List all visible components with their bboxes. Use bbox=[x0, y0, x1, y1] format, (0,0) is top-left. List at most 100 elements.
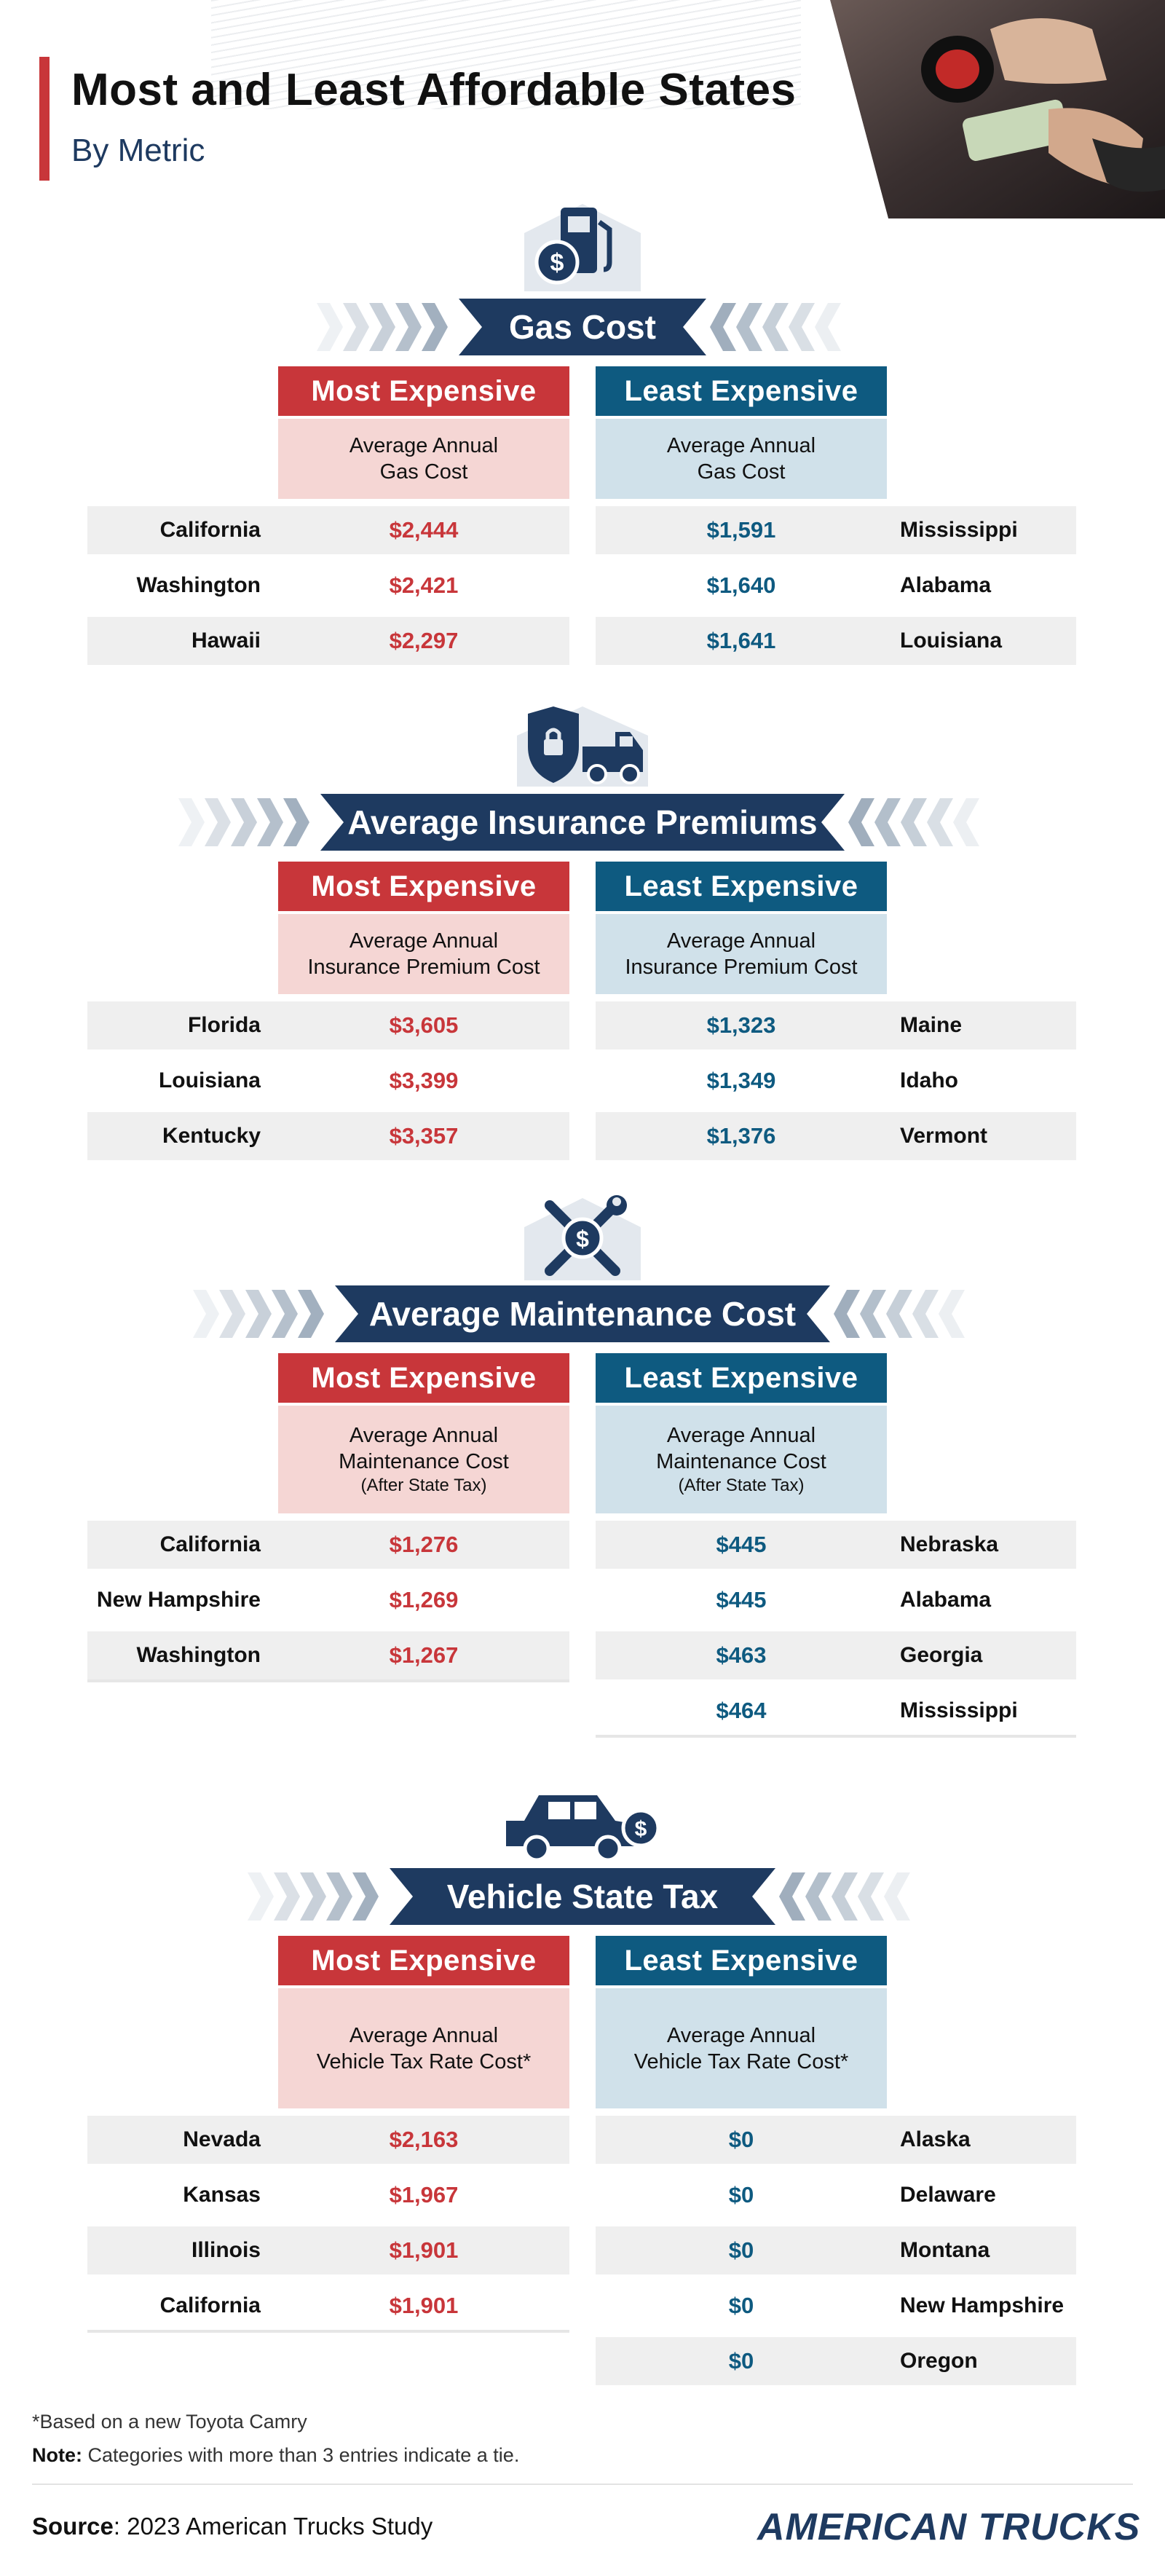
description-line: Average Annual bbox=[666, 434, 816, 457]
most-expensive-row bbox=[87, 2282, 569, 2333]
state-name: Nevada bbox=[183, 2127, 261, 2151]
state-name: Kansas bbox=[183, 2183, 261, 2207]
section-title-banner: Gas Cost bbox=[459, 299, 706, 355]
most-metric-description: Average Annual Insurance Premium Cost bbox=[278, 914, 569, 994]
state-name: Washington bbox=[136, 573, 261, 597]
most-expensive-header: Most Expensive bbox=[278, 366, 569, 416]
source-line: Source: 2023 American Trucks Study bbox=[32, 2513, 433, 2540]
cost-value: $3,399 bbox=[389, 1068, 459, 1093]
footer-divider bbox=[32, 2484, 1133, 2485]
least-expensive-header: Least Expensive bbox=[596, 1936, 887, 1985]
least-expensive-row bbox=[596, 506, 1076, 554]
cost-value: $445 bbox=[716, 1587, 767, 1612]
least-expensive-header: Least Expensive bbox=[596, 862, 887, 911]
header-decoration bbox=[211, 0, 866, 109]
most-metric-description: Average Annual Vehicle Tax Rate Cost* bbox=[278, 1988, 569, 2108]
state-name: New Hampshire bbox=[96, 1588, 261, 1612]
description-line: (After State Tax) bbox=[678, 1476, 805, 1495]
least-metric-description: Average Annual Insurance Premium Cost bbox=[596, 914, 887, 994]
cost-value: $445 bbox=[716, 1532, 767, 1557]
state-name: Washington bbox=[136, 1643, 261, 1667]
car-dollar-icon: $ bbox=[499, 1784, 666, 1868]
state-name: Oregon bbox=[900, 2349, 978, 2373]
source-label: Source bbox=[32, 2513, 114, 2540]
section-title-banner: Average Insurance Premiums bbox=[320, 794, 845, 851]
description-line: Average Annual bbox=[666, 2023, 816, 2047]
cost-value: $1,901 bbox=[389, 2293, 459, 2318]
description-line: (After State Tax) bbox=[360, 1476, 487, 1495]
most-metric-description: Average Annual Maintenance Cost (After Sta… bbox=[278, 1406, 569, 1513]
cost-value: $2,163 bbox=[389, 2127, 459, 2152]
least-metric-description: Average Annual Gas Cost bbox=[596, 419, 887, 499]
american-trucks-logo: AMERICAN TRUCKS bbox=[757, 2506, 1141, 2548]
least-expensive-row bbox=[596, 1001, 1076, 1049]
state-name: Alabama bbox=[900, 573, 992, 597]
most-metric-description: Average Annual Gas Cost bbox=[278, 419, 569, 499]
state-name: New Hampshire bbox=[900, 2293, 1065, 2317]
most-expensive-header: Most Expensive bbox=[278, 1936, 569, 1985]
description-line: Gas Cost bbox=[379, 460, 468, 484]
most-expensive-row bbox=[87, 1631, 569, 1682]
most-expensive-row bbox=[87, 1112, 569, 1160]
cost-value: $0 bbox=[728, 2293, 754, 2318]
cost-value: $0 bbox=[728, 2237, 754, 2263]
footnote: *Based on a new Toyota Camry bbox=[32, 2411, 307, 2433]
least-expensive-header: Least Expensive bbox=[596, 1353, 887, 1403]
cost-value: $2,297 bbox=[389, 628, 459, 653]
state-name: Montana bbox=[900, 2238, 990, 2262]
state-name: Hawaii bbox=[191, 629, 261, 653]
source-text: : 2023 American Trucks Study bbox=[113, 2513, 433, 2540]
chevrons-left bbox=[317, 303, 455, 351]
cost-value: $2,444 bbox=[389, 517, 459, 543]
least-metric-description: Average Annual Maintenance Cost (After Sta… bbox=[596, 1406, 887, 1513]
cost-value: $1,901 bbox=[389, 2237, 459, 2263]
state-name: Kentucky bbox=[162, 1124, 261, 1148]
description-line: Vehicle Tax Rate Cost* bbox=[633, 2049, 849, 2073]
description-line: Maintenance Cost bbox=[656, 1450, 826, 1473]
cost-value: $1,323 bbox=[706, 1012, 776, 1038]
most-expensive-header: Most Expensive bbox=[278, 862, 569, 911]
least-expensive-row bbox=[596, 2337, 1076, 2385]
chevrons-right bbox=[848, 798, 987, 846]
note-label: Note: bbox=[32, 2444, 82, 2466]
chevrons-right bbox=[779, 1872, 917, 1921]
description-line: Insurance Premium Cost bbox=[625, 956, 858, 979]
section-title-banner: Average Maintenance Cost bbox=[335, 1285, 830, 1342]
state-name: Georgia bbox=[900, 1643, 983, 1667]
state-name: Nebraska bbox=[900, 1532, 999, 1556]
cost-value: $2,421 bbox=[389, 572, 459, 598]
state-name: Louisiana bbox=[900, 629, 1003, 653]
most-expensive-row bbox=[87, 1001, 569, 1049]
cost-value: $1,267 bbox=[389, 1642, 459, 1668]
cost-value: $0 bbox=[728, 2348, 754, 2374]
chevrons-right bbox=[710, 303, 848, 351]
note-text: Categories with more than 3 entries indi… bbox=[82, 2444, 520, 2466]
description-line: Insurance Premium Cost bbox=[307, 956, 540, 979]
least-expensive-row bbox=[596, 617, 1076, 665]
fuel-pump-photo bbox=[801, 0, 1165, 218]
cost-value: $1,640 bbox=[706, 572, 776, 598]
cost-value: $3,605 bbox=[389, 1012, 459, 1038]
cost-value: $0 bbox=[728, 2127, 754, 2152]
cost-value: $1,967 bbox=[389, 2182, 459, 2207]
most-expensive-header: Most Expensive bbox=[278, 1353, 569, 1403]
least-expensive-row bbox=[596, 1687, 1076, 1738]
section-title-banner: Vehicle State Tax bbox=[390, 1868, 775, 1925]
insurance-truck-icon bbox=[513, 703, 652, 794]
state-name: Idaho bbox=[900, 1068, 958, 1092]
cost-value: $0 bbox=[728, 2182, 754, 2207]
state-name: California bbox=[159, 518, 261, 542]
state-name: California bbox=[159, 1532, 261, 1556]
page-title: Most and Least Affordable States bbox=[71, 65, 797, 115]
chevrons-right bbox=[834, 1290, 972, 1338]
section-title: Gas Cost bbox=[509, 308, 656, 346]
cost-value: $1,641 bbox=[706, 628, 776, 653]
description-line: Average Annual bbox=[666, 929, 816, 953]
state-name: Alaska bbox=[900, 2127, 971, 2151]
description-line: Average Annual bbox=[349, 434, 499, 457]
least-expensive-header: Least Expensive bbox=[596, 366, 887, 416]
chevrons-left bbox=[178, 798, 317, 846]
svg-text:$: $ bbox=[635, 1817, 647, 1841]
svg-text:$: $ bbox=[550, 249, 564, 277]
page-subtitle: By Metric bbox=[71, 133, 205, 168]
